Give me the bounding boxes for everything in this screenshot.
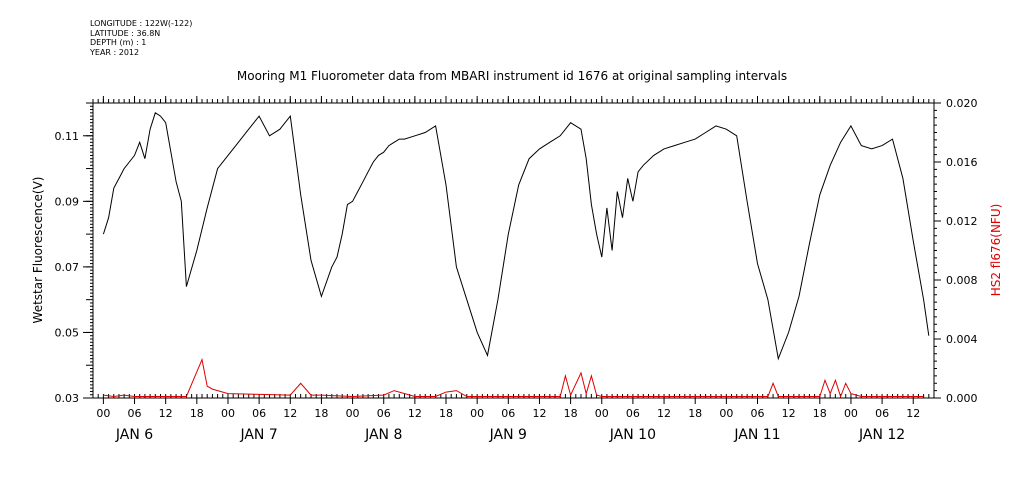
x-day-label: JAN 9	[489, 427, 527, 443]
x-hour-label: 00	[346, 407, 360, 420]
longitude-text: LONGITUDE : 122W(-122)	[90, 19, 193, 28]
x-hour-label: 00	[844, 407, 858, 420]
x-hour-label: 06	[875, 407, 889, 420]
x-day-label: JAN 6	[115, 427, 153, 443]
metadata-block: LONGITUDE : 122W(-122) LATITUDE : 36.8N …	[90, 19, 192, 57]
y2-tick-label: 0.004	[946, 333, 978, 346]
wetstar-fluorescence-line	[102, 112, 930, 361]
depth-text: DEPTH (m) : 1	[90, 38, 147, 47]
x-hour-label: 06	[128, 407, 142, 420]
y2-tick-label: 0.016	[946, 156, 978, 169]
x-hour-label: 18	[564, 407, 578, 420]
x-hour-label: 12	[782, 407, 796, 420]
y2-tick-label: 0.020	[946, 97, 978, 110]
hs2-fl676-line	[103, 357, 924, 399]
x-hour-label: 06	[377, 407, 391, 420]
x-hour-label: 12	[906, 407, 920, 420]
y-tick-label: 0.09	[55, 195, 80, 208]
y-tick-label: 0.03	[55, 392, 80, 405]
chart-title: Mooring M1 Fluorometer data from MBARI i…	[237, 69, 787, 83]
x-day-label: JAN 11	[733, 427, 780, 443]
y2-axis-label: HS2 fl676(NFU)	[989, 204, 1003, 297]
x-hour-label: 12	[532, 407, 546, 420]
y-tick-label: 0.05	[55, 326, 80, 339]
x-hour-label: 00	[96, 407, 110, 420]
x-hour-label: 00	[719, 407, 733, 420]
x-hour-label: 06	[626, 407, 640, 420]
y-tick-label: 0.11	[55, 130, 80, 143]
x-hour-label: 12	[159, 407, 173, 420]
series-layer	[102, 112, 930, 399]
x-hour-label: 18	[813, 407, 827, 420]
year-text: YEAR : 2012	[90, 47, 140, 57]
x-hour-label: 12	[408, 407, 422, 420]
x-day-label: JAN 12	[858, 427, 905, 443]
x-hour-label: 18	[314, 407, 328, 420]
latitude-text: LATITUDE : 36.8N	[90, 28, 161, 38]
tick-labels: 00 06 12 18 00 06 12 18 00 06 12 18 00 06 12 18 00 06 12 18…	[55, 97, 978, 443]
x-hour-label: 06	[501, 407, 515, 420]
x-hour-label: 12	[657, 407, 671, 420]
x-day-label: JAN 10	[609, 427, 656, 443]
y2-tick-label: 0.000	[946, 392, 978, 405]
x-hour-label: 00	[470, 407, 484, 420]
x-hour-label: 18	[439, 407, 453, 420]
x-hour-label: 06	[252, 407, 266, 420]
axis-ticks	[83, 96, 941, 404]
x-hour-label: 18	[688, 407, 702, 420]
y2-tick-label: 0.008	[946, 274, 978, 287]
x-day-label: JAN 8	[364, 427, 402, 443]
x-day-label: JAN 7	[239, 427, 277, 443]
x-hour-label: 18	[190, 407, 204, 420]
x-hour-label: 12	[283, 407, 297, 420]
x-hour-label: 00	[595, 407, 609, 420]
y2-tick-label: 0.012	[946, 215, 978, 228]
x-hour-label: 06	[750, 407, 764, 420]
y-axis-label: Wetstar Fluorescence(V)	[31, 177, 45, 324]
x-hour-label: 00	[221, 407, 235, 420]
y-tick-label: 0.07	[55, 261, 80, 274]
